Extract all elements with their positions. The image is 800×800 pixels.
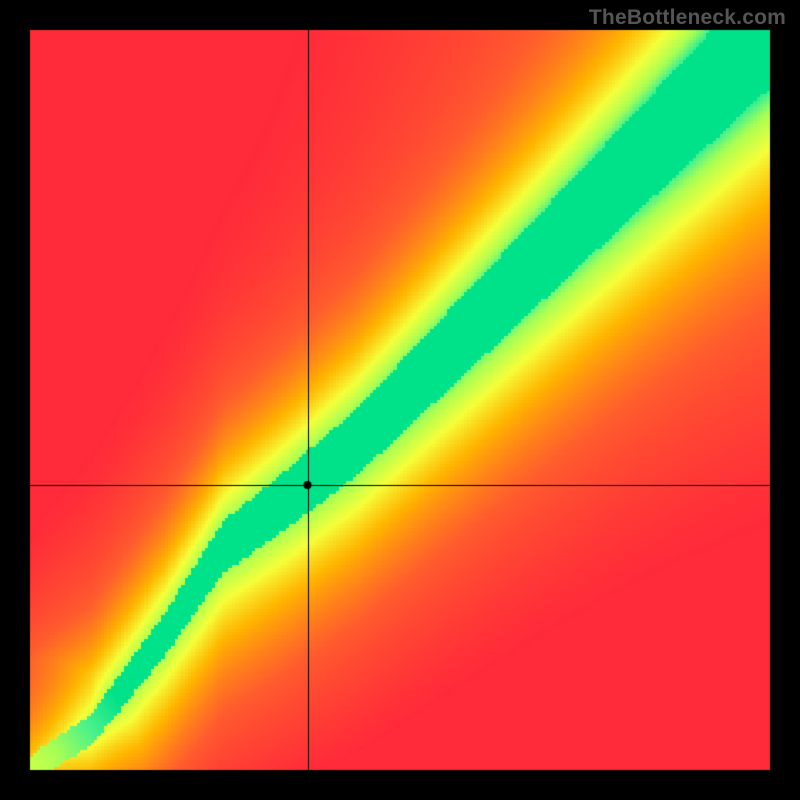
chart-container: TheBottleneck.com [0,0,800,800]
bottleneck-heatmap-canvas [0,0,800,800]
watermark-text: TheBottleneck.com [589,6,786,30]
